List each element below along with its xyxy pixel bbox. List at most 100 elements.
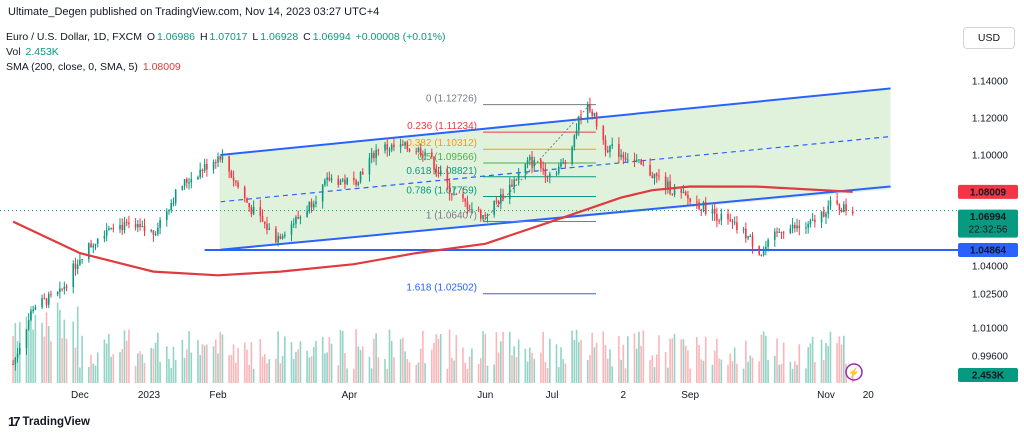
price-label-text: 1.04864 xyxy=(970,246,1007,257)
candle xyxy=(589,97,591,113)
candle xyxy=(653,173,656,185)
candle-body xyxy=(228,156,230,172)
candle-body xyxy=(762,250,765,256)
volume-bar xyxy=(698,345,700,383)
symbol-name[interactable]: Euro / U.S. Dollar, 1D, FXCM xyxy=(6,31,142,43)
volume-bar xyxy=(716,338,718,383)
candle-body xyxy=(373,152,375,159)
price-label-volume: 2.453K xyxy=(958,368,1018,382)
volume-bar xyxy=(673,333,676,383)
volume-bar xyxy=(63,319,66,383)
candle-body xyxy=(214,162,217,164)
candle-body xyxy=(243,187,246,199)
candle xyxy=(658,168,660,181)
candle-body xyxy=(760,254,763,256)
candle-body xyxy=(845,204,847,212)
candle xyxy=(758,245,760,256)
volume-bar xyxy=(295,351,297,383)
volume-bar xyxy=(651,355,654,383)
candle-body xyxy=(375,149,377,159)
volume-bar xyxy=(143,362,146,383)
volume-bar xyxy=(339,329,342,383)
candle xyxy=(112,223,115,233)
candle-body xyxy=(684,191,687,195)
candle-body xyxy=(593,112,596,116)
close-label: C xyxy=(303,31,311,43)
candle-body xyxy=(284,234,286,237)
candle-body xyxy=(782,232,785,234)
candle xyxy=(152,230,155,242)
volume-bar xyxy=(484,334,487,383)
fib-level-label: 0 (1.12726) xyxy=(426,94,477,105)
candle xyxy=(377,148,380,156)
candle xyxy=(217,152,219,168)
volume-bar xyxy=(259,338,262,383)
candle-body xyxy=(609,145,611,153)
candle-body xyxy=(446,170,449,183)
candle xyxy=(375,144,377,166)
volume-bar xyxy=(544,361,547,383)
volume-bar xyxy=(513,346,516,383)
x-axis-tick-label: Jul xyxy=(546,390,559,401)
price-label-text: 2.453K xyxy=(972,371,1005,382)
candle-body xyxy=(664,176,667,188)
candle-body xyxy=(56,292,59,295)
sma-line-group xyxy=(12,185,853,277)
candle-body xyxy=(589,104,591,112)
candle-body xyxy=(34,307,37,310)
candle-body xyxy=(431,152,433,157)
candle-body xyxy=(689,198,691,202)
volume-bar xyxy=(780,363,783,383)
volume-bar xyxy=(577,342,580,383)
candle-body xyxy=(417,147,420,153)
candle xyxy=(528,154,531,166)
volume-bar xyxy=(328,337,331,383)
fib-level: 1 (1.06407) xyxy=(426,210,596,222)
candle-body xyxy=(642,164,645,166)
volume-bar xyxy=(433,342,435,383)
candle xyxy=(228,155,230,179)
candle xyxy=(141,220,144,228)
candle xyxy=(201,168,204,178)
candle-body xyxy=(59,288,61,293)
volume-bar xyxy=(94,365,97,383)
candle-body xyxy=(181,185,184,190)
volume-bar xyxy=(573,339,576,383)
candle-body xyxy=(497,201,500,204)
candle xyxy=(355,178,357,188)
sma-label[interactable]: SMA (200, close, 0, SMA, 5) xyxy=(6,61,138,73)
volume-bar xyxy=(45,312,48,383)
candle xyxy=(533,156,536,172)
volume-bar xyxy=(190,352,193,383)
candle xyxy=(749,233,752,238)
candle xyxy=(767,237,769,252)
candle-body xyxy=(357,181,360,185)
candle xyxy=(762,246,765,257)
candle-body xyxy=(455,193,458,195)
volume-bar xyxy=(290,342,293,383)
candle xyxy=(243,185,246,203)
volume-bar xyxy=(515,357,518,383)
tradingview-logo[interactable]: 17 TradingView xyxy=(8,414,90,429)
currency-button[interactable]: USD xyxy=(963,27,1015,49)
candle xyxy=(299,215,302,225)
volume-bar xyxy=(281,355,284,383)
channel-group xyxy=(0,87,958,252)
volume-bar xyxy=(375,333,377,383)
candle xyxy=(279,233,282,240)
candle xyxy=(508,177,511,205)
volume-bar xyxy=(684,345,687,383)
volume-bar xyxy=(422,330,424,383)
candle-body xyxy=(45,298,48,305)
candle-body xyxy=(134,224,137,228)
candle-body xyxy=(186,179,188,183)
vol-label[interactable]: Vol xyxy=(6,46,21,58)
candle-body xyxy=(422,154,424,156)
volume-bar xyxy=(137,353,139,383)
candle-body xyxy=(246,198,248,203)
candle-body xyxy=(221,156,224,160)
candle xyxy=(121,218,124,235)
volume-bar xyxy=(415,364,418,383)
candle xyxy=(292,218,295,229)
